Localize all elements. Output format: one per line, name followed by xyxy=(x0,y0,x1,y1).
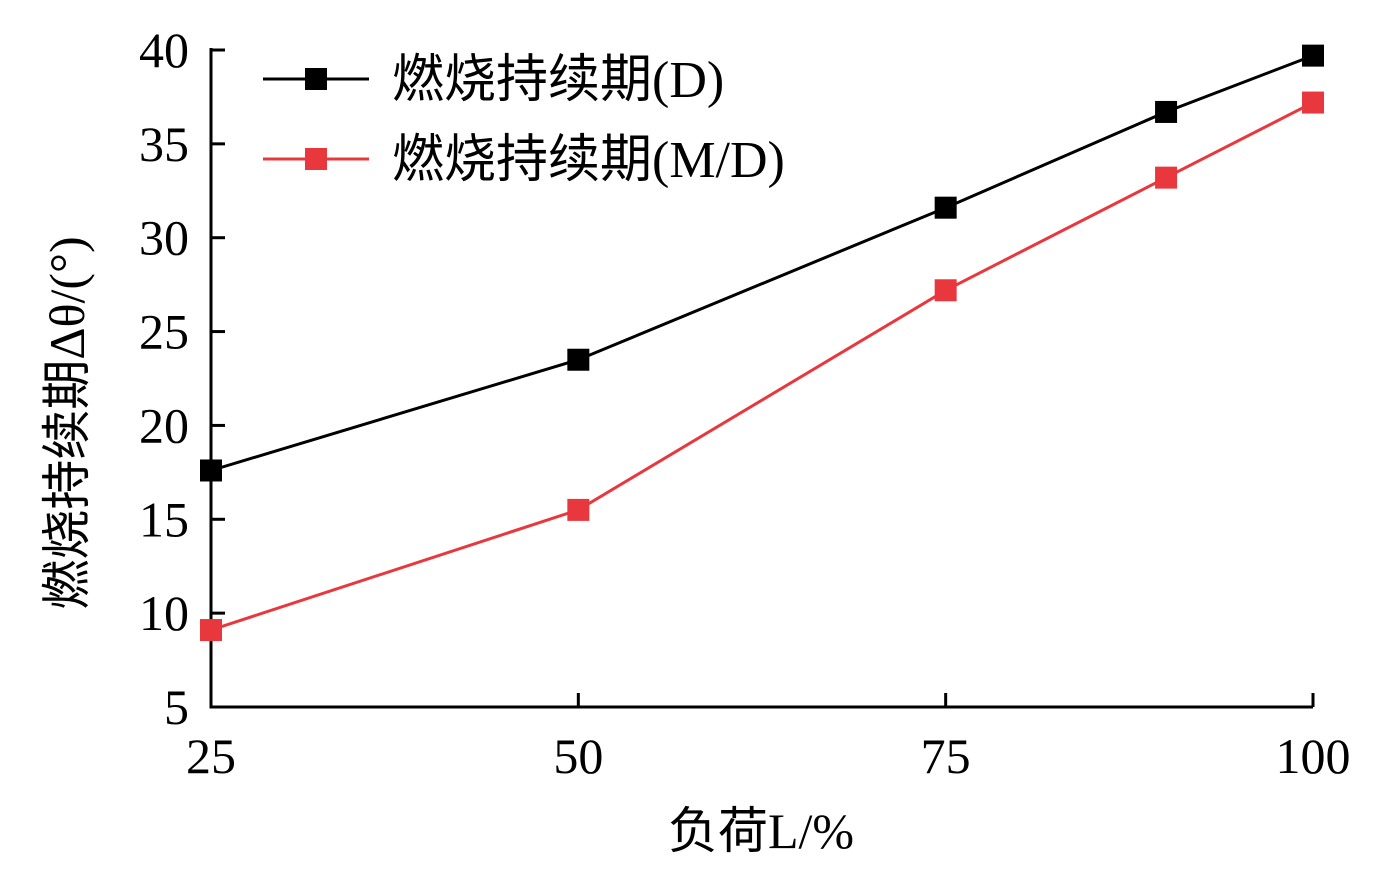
data-point xyxy=(934,279,957,302)
legend-label: 燃烧持续期(M/D) xyxy=(392,132,785,189)
x-tick-label: 100 xyxy=(1276,728,1351,784)
y-tick-label: 35 xyxy=(139,116,189,172)
series-0 xyxy=(200,44,1324,482)
legend-item: 燃烧持续期(M/D) xyxy=(263,132,785,189)
legend: 燃烧持续期(D) 燃烧持续期(M/D) xyxy=(263,52,785,189)
data-point xyxy=(934,196,957,219)
y-tick-label: 15 xyxy=(139,491,189,547)
y-axis-title: 燃烧持续期Δθ/(°) xyxy=(39,236,95,609)
y-tick-label: 30 xyxy=(139,210,189,266)
data-point xyxy=(1302,44,1324,67)
x-tick-label: 25 xyxy=(186,728,236,784)
y-tick-label: 20 xyxy=(139,397,189,453)
x-axis-title: 负荷L/% xyxy=(668,803,854,859)
data-point xyxy=(1155,166,1178,189)
y-tick-label: 25 xyxy=(139,304,189,360)
series-layer xyxy=(200,44,1324,642)
axes xyxy=(209,48,1313,709)
data-point xyxy=(1155,100,1178,123)
y-tick-label: 10 xyxy=(139,585,189,641)
data-point xyxy=(200,619,222,642)
x-tick-label: 50 xyxy=(553,728,603,784)
series-1 xyxy=(200,91,1324,642)
legend-marker xyxy=(305,68,327,90)
data-point xyxy=(567,498,590,521)
y-tick-label: 40 xyxy=(139,22,189,78)
legend-item: 燃烧持续期(D) xyxy=(263,52,724,109)
y-tick-labels: 5 10 15 20 25 30 35 40 xyxy=(139,22,189,735)
legend-label: 燃烧持续期(D) xyxy=(392,52,724,109)
data-point xyxy=(200,459,222,482)
series-line xyxy=(210,54,1314,472)
legend-marker xyxy=(305,148,327,170)
data-point xyxy=(567,348,590,371)
x-tick-label: 75 xyxy=(921,728,971,784)
y-tick-label: 5 xyxy=(164,679,189,735)
x-tick-labels: 25 50 75 100 xyxy=(186,728,1351,784)
data-point xyxy=(1302,91,1324,114)
